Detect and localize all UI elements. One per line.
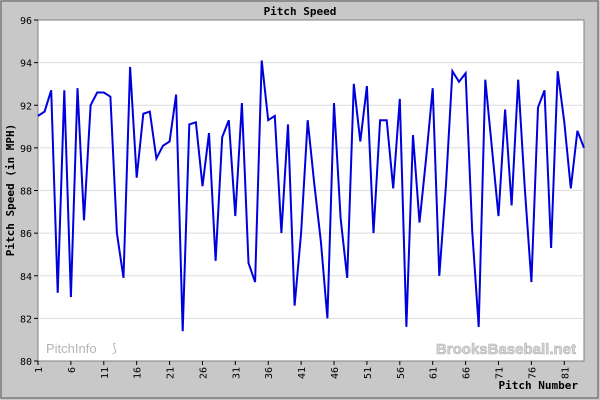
x-tick-label: 76 — [527, 367, 538, 379]
x-tick-label: 6 — [67, 367, 78, 373]
x-tick-label: 1 — [34, 367, 45, 373]
pitchinfo-watermark: PitchInfo ⟆ — [46, 341, 117, 356]
pitch-speed-series-line — [37, 60, 585, 332]
x-tick-label: 31 — [231, 367, 242, 379]
x-tick-label: 51 — [363, 367, 374, 379]
x-tick-label: 66 — [462, 367, 473, 379]
x-tick-label: 46 — [330, 367, 341, 379]
pitchinfo-swoosh-icon: ⟆ — [112, 341, 117, 355]
y-tick-label: 82 — [20, 314, 32, 325]
x-axis-title: Pitch Number — [499, 379, 579, 392]
x-tick-label: 61 — [429, 367, 440, 379]
y-tick-label: 80 — [20, 357, 32, 368]
brooksbaseball-watermark: BrooksBaseball.net — [436, 341, 576, 358]
y-axis-title: Pitch Speed (in MPH) — [4, 124, 17, 256]
chart-title: Pitch Speed — [264, 5, 337, 18]
x-tick-label: 71 — [494, 367, 505, 379]
pitchinfo-text: PitchInfo — [46, 341, 97, 356]
x-tick-label: 56 — [396, 367, 407, 379]
x-tick-label: 16 — [133, 367, 144, 379]
x-tick-label: 11 — [100, 367, 111, 379]
y-tick-label: 92 — [20, 101, 32, 112]
x-axis-ticks: 1 6 11 16 21 26 31 36 41 46 51 56 61 66 71 76 81 — [34, 361, 571, 379]
y-tick-label: 90 — [20, 144, 32, 155]
y-tick-label: 94 — [20, 59, 32, 70]
y-tick-label: 88 — [20, 187, 32, 198]
x-tick-label: 41 — [297, 367, 308, 379]
y-tick-label: 84 — [20, 272, 32, 283]
y-tick-label: 96 — [20, 16, 32, 27]
x-tick-label: 36 — [264, 367, 275, 379]
x-tick-label: 26 — [198, 367, 209, 379]
y-tick-label: 86 — [20, 229, 32, 240]
x-tick-label: 21 — [166, 367, 177, 379]
x-tick-label: 81 — [560, 367, 571, 379]
y-axis-ticks: 80 82 84 86 88 90 92 94 96 — [20, 16, 38, 368]
